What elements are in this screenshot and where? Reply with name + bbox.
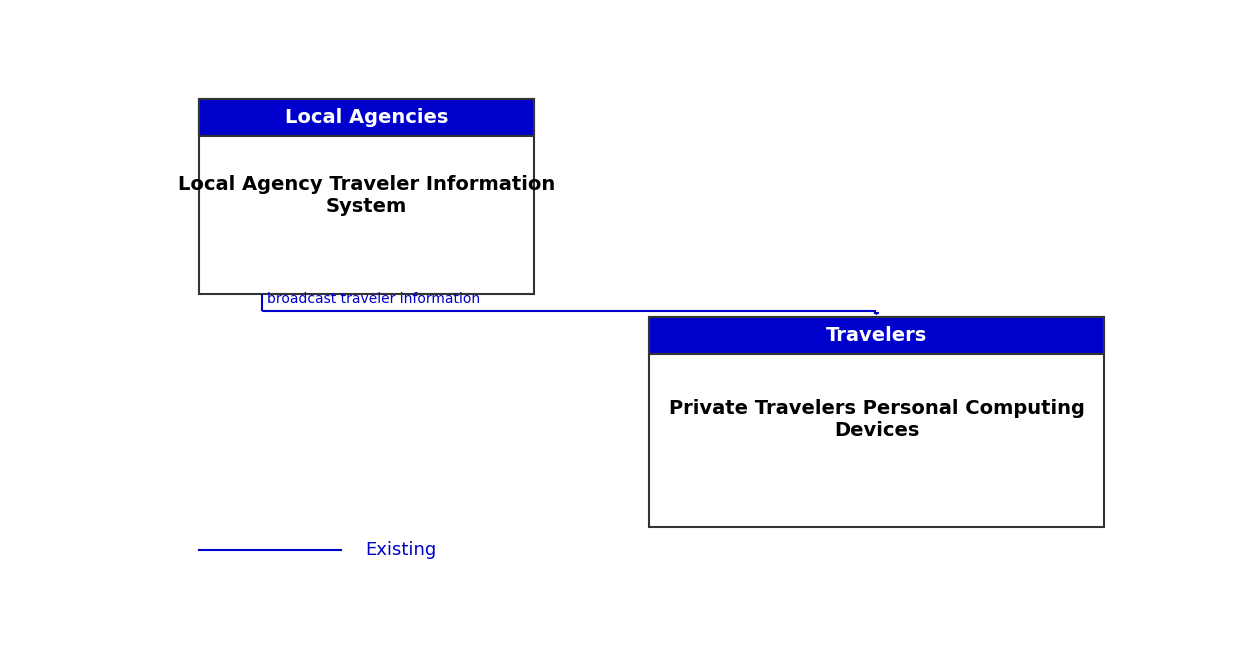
Bar [199, 99, 533, 294]
Text: Existing: Existing [366, 541, 437, 559]
Text: broadcast traveler information: broadcast traveler information [267, 292, 481, 307]
Text: Local Agencies: Local Agencies [285, 108, 448, 127]
Bar [650, 317, 1103, 527]
Text: Travelers: Travelers [826, 326, 926, 345]
Bar [199, 99, 533, 136]
Bar [650, 317, 1103, 353]
Text: Private Travelers Personal Computing
Devices: Private Travelers Personal Computing Dev… [669, 399, 1084, 440]
Text: Local Agency Traveler Information
System: Local Agency Traveler Information System [178, 176, 555, 216]
